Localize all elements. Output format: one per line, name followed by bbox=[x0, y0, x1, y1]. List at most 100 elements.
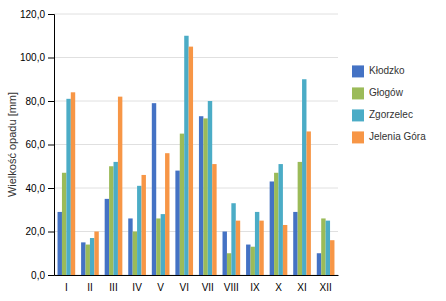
bar bbox=[236, 221, 240, 275]
bar bbox=[109, 166, 113, 275]
legend-swatch bbox=[352, 131, 364, 143]
y-tick: 120,0 bbox=[20, 9, 54, 20]
bar bbox=[128, 218, 132, 275]
y-tick-mark bbox=[48, 188, 54, 189]
bar bbox=[161, 214, 165, 275]
bar bbox=[199, 116, 203, 275]
y-tick: 40,0 bbox=[26, 183, 54, 194]
y-tick: 60,0 bbox=[26, 139, 54, 150]
bar-series bbox=[71, 47, 335, 275]
x-tick-label: I bbox=[65, 282, 68, 293]
legend-swatch bbox=[352, 87, 364, 99]
x-tick: X bbox=[275, 282, 282, 293]
y-tick-mark bbox=[48, 275, 54, 276]
x-tick: IV bbox=[132, 282, 142, 293]
y-tick-mark bbox=[48, 58, 54, 59]
bar bbox=[302, 79, 306, 275]
bar bbox=[298, 162, 302, 275]
legend-label: Kłodzko bbox=[369, 65, 405, 76]
bar bbox=[317, 253, 321, 275]
bar bbox=[306, 131, 310, 275]
bar bbox=[251, 247, 255, 275]
bar bbox=[90, 238, 94, 275]
bar-series bbox=[66, 36, 330, 275]
bar bbox=[223, 232, 227, 276]
bar bbox=[133, 232, 137, 276]
x-tick-label: VIII bbox=[224, 282, 239, 293]
x-tick-label: VI bbox=[179, 282, 188, 293]
bar bbox=[141, 175, 145, 275]
legend-swatch bbox=[352, 109, 364, 121]
y-axis-line bbox=[48, 15, 55, 276]
grid-line bbox=[54, 188, 338, 189]
y-axis-title: Wielkość opadu [mm] bbox=[6, 92, 18, 197]
bar bbox=[152, 103, 156, 275]
bar bbox=[189, 47, 193, 275]
bar bbox=[212, 164, 216, 275]
x-tick-label: XI bbox=[297, 282, 306, 293]
x-tick: XII bbox=[320, 282, 332, 293]
bar bbox=[156, 218, 160, 275]
legend-item: Kłodzko bbox=[352, 65, 405, 77]
bar bbox=[259, 221, 263, 275]
x-tick-label: IX bbox=[250, 282, 260, 293]
x-tick: V bbox=[157, 282, 164, 293]
legend-label: Zgorzelec bbox=[369, 109, 413, 120]
legend-swatch bbox=[352, 65, 364, 77]
bar bbox=[231, 203, 235, 275]
x-tick: II bbox=[87, 282, 93, 293]
x-tick: VII bbox=[202, 282, 214, 293]
bar bbox=[66, 99, 70, 275]
bar bbox=[175, 171, 179, 275]
bar bbox=[330, 240, 334, 275]
bar bbox=[137, 186, 141, 275]
bars bbox=[58, 36, 335, 275]
bar bbox=[58, 212, 62, 275]
bar bbox=[71, 92, 75, 275]
chart: IIIIIIIVVVIVIIVIIIIXXXIXII0,020,040,060,… bbox=[0, 0, 446, 301]
bar bbox=[114, 162, 118, 275]
bar-series bbox=[62, 118, 326, 275]
x-tick-label: XII bbox=[320, 282, 332, 293]
bar bbox=[278, 164, 282, 275]
y-tick-label: 60,0 bbox=[26, 139, 46, 150]
y-tick: 100,0 bbox=[20, 52, 54, 63]
legend-item: Głogów bbox=[352, 87, 404, 99]
bar bbox=[321, 218, 325, 275]
legend-item: Jelenia Góra bbox=[352, 131, 426, 143]
x-tick-label: VII bbox=[202, 282, 214, 293]
bar bbox=[81, 242, 85, 275]
y-tick-label: 120,0 bbox=[20, 9, 45, 20]
legend-label: Jelenia Góra bbox=[369, 131, 426, 142]
x-tick-label: IV bbox=[132, 282, 142, 293]
y-tick: 20,0 bbox=[26, 226, 54, 237]
x-tick: VI bbox=[179, 282, 188, 293]
x-tick: VIII bbox=[224, 282, 239, 293]
bar bbox=[180, 134, 184, 275]
x-axis-line bbox=[55, 275, 339, 276]
bar bbox=[274, 173, 278, 275]
x-tick: I bbox=[65, 282, 68, 293]
x-tick: IX bbox=[250, 282, 260, 293]
x-tick: III bbox=[109, 282, 117, 293]
y-tick-label: 80,0 bbox=[26, 96, 46, 107]
y-tick-label: 40,0 bbox=[26, 183, 46, 194]
bar bbox=[118, 97, 122, 275]
bar bbox=[326, 221, 330, 275]
bar bbox=[105, 199, 109, 275]
bar bbox=[283, 225, 287, 275]
bar bbox=[62, 173, 66, 275]
bar bbox=[246, 245, 250, 275]
x-tick-label: V bbox=[157, 282, 164, 293]
plot-area: IIIIIIIVVVIVIIVIIIIXXXIXII0,020,040,060,… bbox=[20, 9, 339, 293]
y-tick: 80,0 bbox=[26, 96, 54, 107]
x-tick: XI bbox=[297, 282, 306, 293]
legend-label: Głogów bbox=[369, 87, 404, 98]
grid bbox=[54, 14, 338, 275]
bar bbox=[270, 181, 274, 275]
y-axis: 0,020,040,060,080,0100,0120,0 bbox=[20, 9, 55, 281]
y-tick-mark bbox=[48, 101, 54, 102]
bar bbox=[208, 101, 212, 275]
bar bbox=[94, 232, 98, 276]
y-tick-mark bbox=[48, 145, 54, 146]
